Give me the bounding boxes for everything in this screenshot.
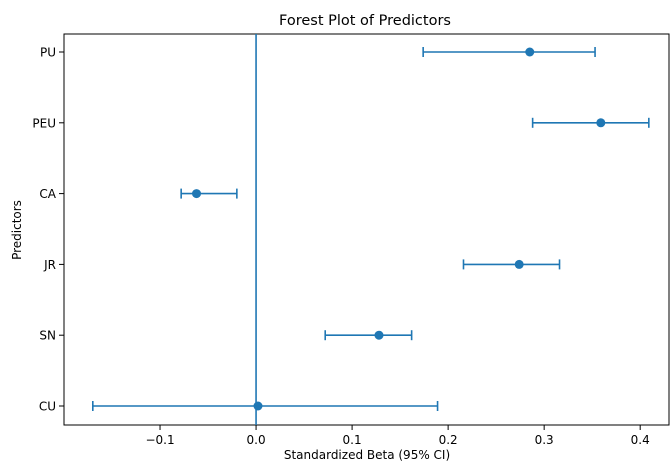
x-tick-label: 0.4	[631, 433, 650, 447]
predictor-pu	[422, 47, 596, 57]
y-tick-label: CA	[39, 187, 56, 201]
y-tick-label: SN	[39, 329, 56, 343]
x-axis-label: Standardized Beta (95% CI)	[284, 448, 450, 462]
chart-title: Forest Plot of Predictors	[279, 13, 451, 29]
point-estimate	[192, 189, 202, 199]
point-estimate	[596, 118, 606, 128]
x-tick-label: 0.0	[247, 433, 266, 447]
point-estimate	[525, 47, 535, 57]
x-tick-label: 0.1	[343, 433, 362, 447]
point-estimate	[514, 259, 524, 269]
x-tick-label: 0.3	[535, 433, 554, 447]
predictor-ca	[180, 188, 238, 199]
predictor-jr	[462, 259, 561, 270]
point-estimate	[374, 330, 384, 340]
y-tick-label: PEU	[32, 116, 56, 130]
predictor-peu	[531, 117, 650, 128]
predictor-cu	[92, 401, 439, 411]
y-axis-label: Predictors	[10, 200, 24, 260]
x-tick-label: −0.1	[145, 433, 174, 447]
x-axis: −0.1 0.0 0.1 0.2 0.3 0.4	[145, 425, 650, 447]
predictor-sn	[324, 330, 413, 341]
y-tick-label: CU	[39, 400, 56, 414]
y-tick-label: PU	[40, 46, 56, 60]
plot-frame	[63, 33, 670, 426]
y-tick-label: JR	[43, 258, 56, 272]
y-axis: PU PEU CA JR SN CU	[32, 46, 64, 414]
point-estimate	[253, 401, 263, 411]
data-marks	[92, 47, 650, 411]
x-tick-label: 0.2	[439, 433, 458, 447]
